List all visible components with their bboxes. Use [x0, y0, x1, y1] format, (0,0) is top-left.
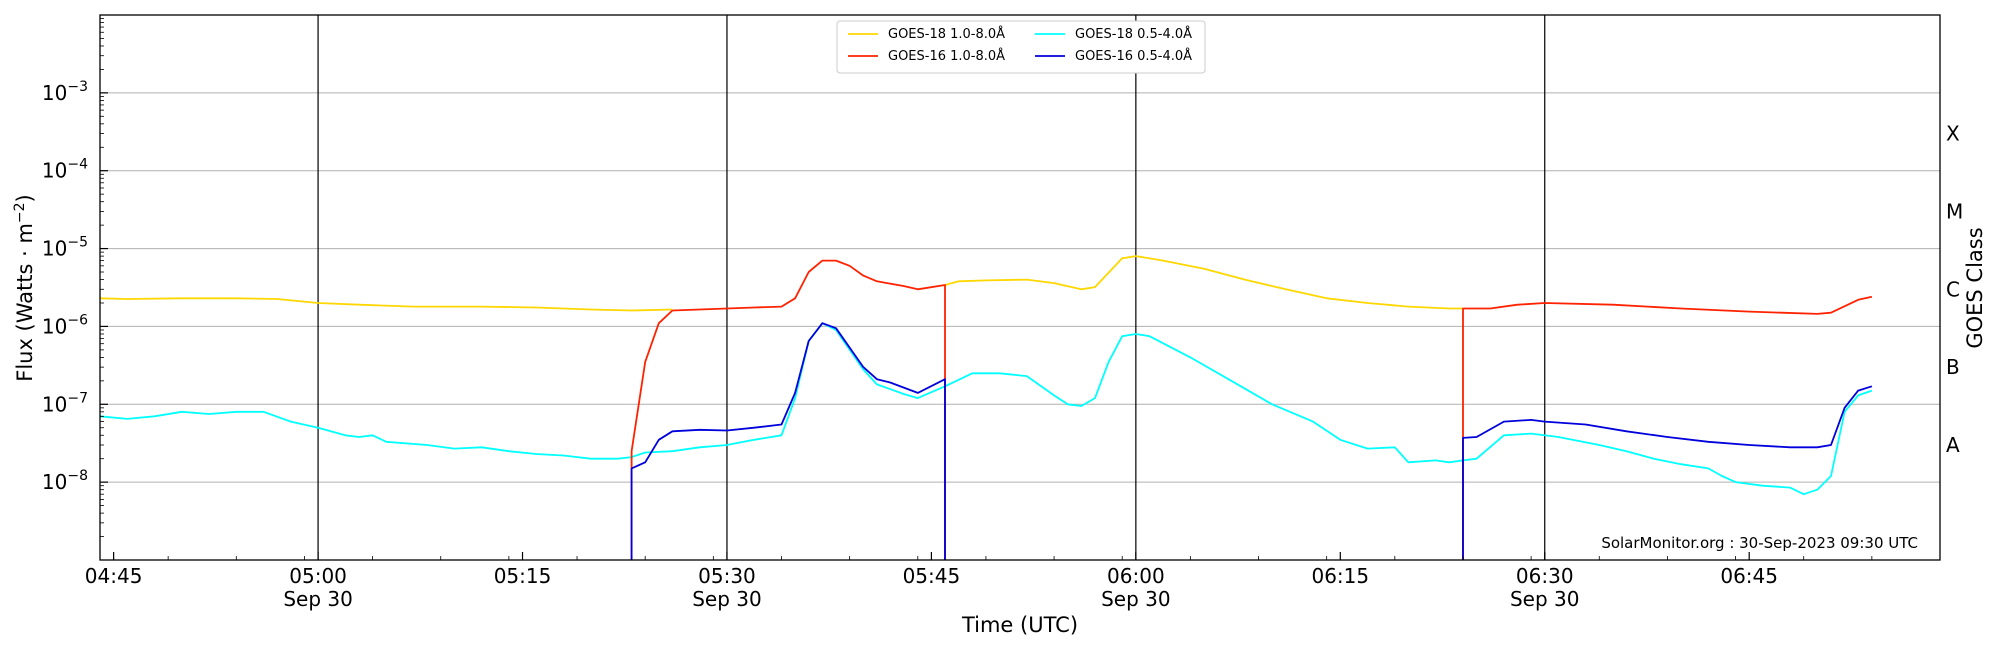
x-tick-label: 06:45 [1720, 564, 1778, 588]
goes-class-axis-label: GOES Class [1963, 227, 1987, 348]
goes-class-labels: A B C M X [1946, 122, 1963, 457]
y-tick-label: 10−4 [42, 157, 88, 183]
goes-class-label: X [1946, 122, 1960, 146]
y-tick-label: 10−8 [42, 468, 88, 494]
y-tick-label: 10−3 [42, 79, 88, 105]
vertical-lines [317, 15, 1546, 560]
x-tick-date-label: Sep 30 [692, 587, 762, 611]
x-tick-label: 05:30 [698, 564, 756, 588]
x-tick-date-label: Sep 30 [283, 587, 353, 611]
x-tick-label: 06:00 [1107, 564, 1165, 588]
goes-class-label: B [1946, 355, 1960, 379]
legend-label: GOES-18 0.5-4.0Å [1075, 26, 1192, 42]
series-line-goes-18-0-5-4-0 [99, 322, 1873, 496]
series-line-goes-16-1-0-8-0 [630, 259, 946, 560]
series-layer [99, 255, 1873, 560]
y-tick-label: 10−5 [42, 235, 88, 261]
y-ticks: 10−8 10−7 10−6 10−5 10−4 10−3 [42, 18, 108, 537]
plot-frame [99, 14, 1941, 561]
y-tick-label: 10−7 [42, 390, 88, 416]
grid-layer [100, 92, 1940, 483]
y-axis-label: Flux (Watts · m−2) [12, 194, 37, 382]
legend-label: GOES-16 0.5-4.0Å [1075, 48, 1192, 64]
goes-class-label: M [1946, 199, 1963, 223]
x-axis-label: Time (UTC) [961, 613, 1078, 637]
goes-class-label: C [1946, 277, 1960, 301]
y-tick-label: 10−6 [42, 312, 88, 338]
x-tick-date-label: Sep 30 [1101, 587, 1171, 611]
series-line-goes-16-0-5-4-0 [1462, 385, 1873, 560]
x-tick-label: 06:30 [1516, 564, 1574, 588]
x-tick-label: 05:15 [494, 564, 552, 588]
credit-text: SolarMonitor.org : 30-Sep-2023 09:30 UTC [1601, 534, 1918, 552]
x-tick-date-label: Sep 30 [1510, 587, 1580, 611]
series-line-goes-18-1-0-8-0 [944, 255, 1463, 310]
legend-label: GOES-18 1.0-8.0Å [888, 26, 1005, 42]
legend: GOES-18 1.0-8.0Å GOES-16 1.0-8.0Å GOES-18 … [836, 20, 1206, 74]
x-tick-label: 04:45 [85, 564, 143, 588]
goes-class-label: A [1946, 433, 1960, 457]
series-line-goes-16-1-0-8-0 [1462, 295, 1873, 560]
series-line-goes-18-1-0-8-0 [99, 297, 673, 312]
series-line-goes-16-0-5-4-0 [630, 322, 946, 560]
legend-label: GOES-16 1.0-8.0Å [888, 48, 1005, 64]
legend-box [836, 20, 1206, 74]
x-tick-label: 06:15 [1311, 564, 1369, 588]
x-tick-label: 05:45 [903, 564, 961, 588]
x-tick-label: 05:00 [289, 564, 347, 588]
